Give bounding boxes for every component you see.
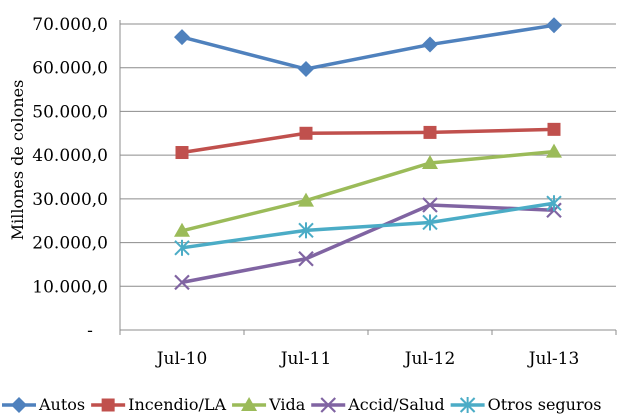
legend-label: Otros seguros (488, 395, 602, 414)
legend-label: Accid/Salud (347, 395, 444, 414)
series-incendio-la (175, 122, 561, 160)
y-tick-label: 40.000,0 (32, 146, 108, 166)
legend-item: Accid/Salud (311, 395, 445, 414)
data-point (174, 239, 190, 256)
y-tick-label: 50.000,0 (32, 102, 108, 122)
legend-marker (459, 397, 476, 413)
grid-lines (120, 23, 616, 287)
series-vida (174, 143, 562, 237)
data-point (546, 195, 562, 212)
series-otros-seguros (174, 195, 562, 256)
y-tick-label: - (87, 321, 93, 341)
y-axis-label: Millones de colones (8, 80, 27, 241)
x-tick-label: Jul-12 (403, 349, 456, 369)
data-point (174, 274, 190, 291)
x-tick-labels: Jul-10 Jul-11 Jul-12 Jul-13 (155, 349, 580, 369)
data-point (298, 61, 314, 78)
legend-item: Incendio/LA (91, 395, 227, 414)
data-point (546, 143, 562, 158)
legend-marker (241, 397, 258, 411)
x-tick-label: Jul-10 (155, 349, 208, 369)
series-line (181, 149, 555, 233)
y-tick-label: 60.000,0 (32, 59, 108, 79)
y-tick-label: 70.000,0 (32, 15, 108, 35)
x-tick-label: Jul-13 (527, 349, 580, 369)
axes (119, 20, 617, 335)
series-line (181, 203, 555, 285)
legend: Autos Incendio/LA Vida Accid/Salud Otros seg… (2, 395, 601, 414)
legend-label: Autos (38, 395, 85, 414)
data-point (298, 250, 314, 267)
data-point (422, 36, 438, 53)
y-tick-label: 10.000,0 (32, 277, 108, 297)
series-group (174, 17, 562, 291)
data-point (174, 222, 190, 237)
x-tick-label: Jul-11 (279, 349, 332, 369)
data-point (546, 17, 562, 34)
series-autos (174, 17, 562, 78)
legend-marker (101, 398, 115, 412)
legend-marker (11, 397, 27, 413)
data-point (298, 192, 314, 207)
legend-label: Incendio/LA (128, 395, 226, 414)
series-line (181, 127, 555, 155)
legend-item: Autos (2, 395, 85, 414)
y-tick-label: 20.000,0 (32, 234, 108, 254)
legend-item: Vida (232, 395, 306, 414)
y-tick-label: 30.000,0 (32, 190, 108, 210)
y-tick-labels: - 10.000,0 20.000,0 30.000,0 40.000,0 50.000,… (32, 15, 108, 341)
series-line (181, 23, 555, 71)
series-accid-salud (174, 197, 562, 291)
data-point (422, 197, 438, 213)
data-point (423, 125, 437, 139)
data-point (422, 214, 438, 231)
data-point (298, 222, 314, 239)
data-point (175, 146, 189, 160)
data-point (299, 126, 313, 140)
data-point (422, 155, 438, 170)
legend-item: Otros seguros (450, 395, 602, 414)
data-point (174, 29, 190, 46)
data-point (547, 122, 561, 136)
legend-marker (320, 397, 337, 413)
legend-label: Vida (268, 395, 306, 414)
series-line (181, 201, 555, 250)
